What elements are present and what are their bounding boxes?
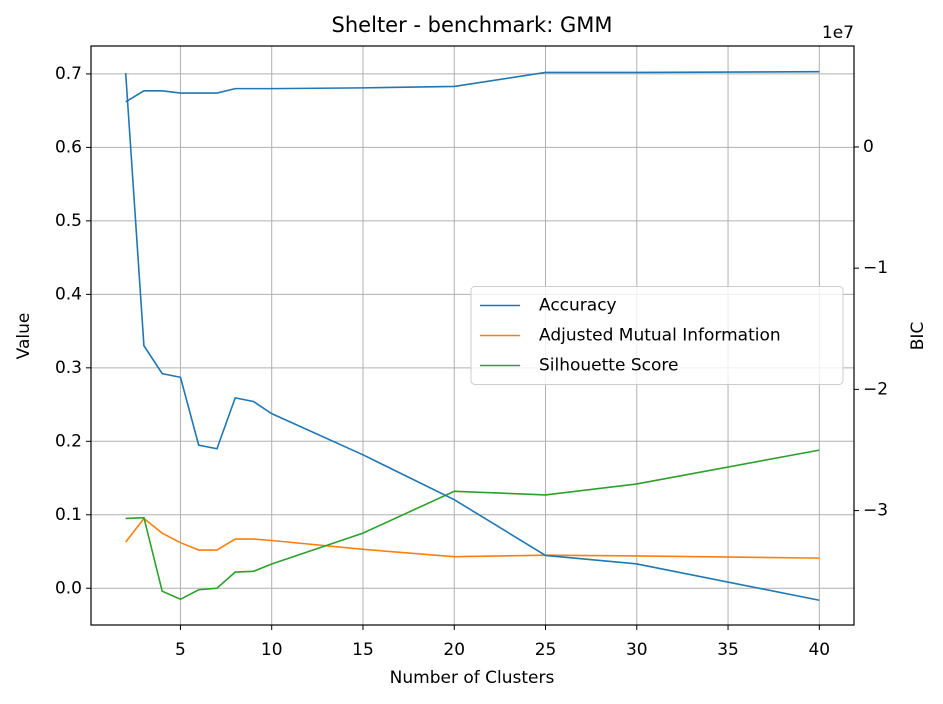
y2-tick-label: −2 [863,379,888,399]
x-tick-label: 30 [626,640,648,660]
x-tick-label: 10 [261,640,283,660]
y-tick-label: 0.4 [55,284,82,304]
plot-frame [90,45,855,626]
legend-label: Silhouette Score [539,356,678,376]
y-tick-label: 0.3 [55,358,82,378]
chart-title: Shelter - benchmark: GMM [332,13,613,37]
series-line [125,449,820,601]
y2-offset-label: 1e7 [822,23,854,43]
x-tick-label: 35 [717,640,739,660]
y-tick-label: 0.5 [55,211,82,231]
series-line [125,70,820,103]
y-tick-label: 0.1 [55,505,82,525]
x-tick-label: 40 [808,640,830,660]
x-tick-label: 25 [535,640,557,660]
series-line [124,72,820,602]
y-axis-label: Value [14,313,34,360]
legend-label: Adjusted Mutual Information [539,326,781,346]
y2-axis-label: BIC [908,322,928,351]
x-tick-label: 5 [175,640,186,660]
x-tick-label: 20 [443,640,465,660]
x-tick-label: 15 [352,640,374,660]
y2-tick-label: −3 [863,501,888,521]
y-tick-label: 0.2 [55,431,82,451]
y-tick-label: 0.0 [55,578,82,598]
legend: Accuracy Adjusted Mutual Information Silho… [470,286,844,385]
y2-tick-label: −1 [863,258,888,278]
legend-label: Accuracy [539,296,617,316]
y2-tick-label: 0 [863,137,874,157]
series-line [125,517,820,559]
x-axis-label: Number of Clusters [390,668,555,688]
y-tick-label: 0.7 [55,64,82,84]
legend-box [470,286,844,385]
y-tick-label: 0.6 [55,137,82,157]
